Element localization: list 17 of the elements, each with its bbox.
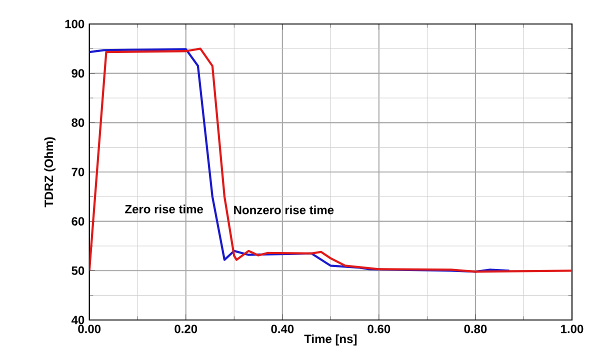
x-tick-label: 0.20 [174, 324, 198, 334]
y-tick-label: 50 [72, 266, 84, 275]
x-axis-title: Time [ns] [304, 334, 357, 346]
annotation: Nonzero rise time [234, 205, 334, 214]
y-tick-label: 100 [65, 20, 84, 28]
x-tick-label: 1.00 [561, 324, 584, 334]
y-tick-label: 60 [72, 217, 84, 226]
x-tick-label: 0.80 [464, 324, 487, 334]
y-tick-label: 80 [72, 118, 84, 127]
annotation: Zero rise time [125, 204, 204, 214]
y-tick-label: 70 [72, 168, 84, 176]
y-tick-label: 90 [72, 69, 84, 78]
x-tick-label: 0.00 [78, 324, 101, 334]
x-tick-label: 0.40 [271, 324, 294, 334]
y-axis-title: TDRZ (Ohm) [44, 137, 56, 208]
x-tick-label: 0.60 [368, 324, 390, 334]
y-tick-label: 40 [71, 316, 84, 324]
